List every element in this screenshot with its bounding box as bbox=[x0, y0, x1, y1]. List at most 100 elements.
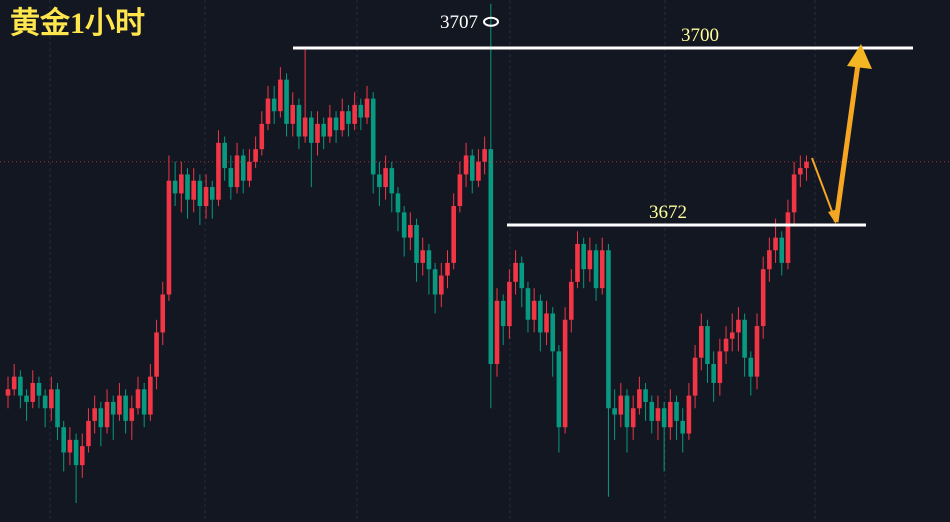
candle-body bbox=[519, 262, 525, 289]
candle-body bbox=[748, 357, 754, 377]
candle-body bbox=[346, 111, 351, 124]
candle-body bbox=[86, 420, 91, 447]
candle-body bbox=[618, 395, 624, 415]
candle-body bbox=[531, 300, 537, 320]
candle-body bbox=[655, 408, 661, 421]
candle-body bbox=[209, 187, 215, 200]
candle-body bbox=[463, 155, 469, 175]
candle-body bbox=[185, 174, 190, 200]
candle-body bbox=[179, 174, 184, 194]
candle-body bbox=[160, 294, 166, 333]
candle-body bbox=[364, 98, 370, 118]
candle-body bbox=[575, 243, 580, 282]
candle-body bbox=[593, 250, 599, 289]
candle-body bbox=[562, 319, 568, 428]
candle-body bbox=[129, 408, 135, 421]
candle-body bbox=[24, 395, 29, 402]
candle-body bbox=[222, 142, 227, 169]
candle-body bbox=[773, 237, 778, 251]
candle-body bbox=[439, 275, 444, 295]
candle-body bbox=[630, 408, 636, 428]
candle-body bbox=[791, 174, 797, 213]
candle-body bbox=[228, 168, 234, 188]
level-label: 3672 bbox=[649, 202, 687, 223]
candle-body bbox=[296, 104, 302, 137]
overlay: 3700 3672 3707 bbox=[0, 12, 950, 227]
candle-body bbox=[723, 338, 729, 352]
candle-body bbox=[36, 382, 42, 396]
arrow-head bbox=[847, 44, 872, 69]
candle-body bbox=[500, 300, 506, 327]
candle-body bbox=[538, 300, 543, 333]
candle-body bbox=[525, 288, 531, 320]
vertical-grid bbox=[49, 0, 816, 522]
candle-body bbox=[624, 395, 630, 428]
peak-label: 3707 bbox=[440, 12, 478, 33]
candle-body bbox=[166, 180, 172, 295]
candle-body bbox=[383, 168, 388, 188]
candle-body bbox=[389, 168, 395, 194]
candle-body bbox=[711, 364, 716, 383]
arrows bbox=[811, 44, 872, 224]
candle-body bbox=[408, 224, 413, 238]
candle-body bbox=[674, 401, 679, 421]
candle-body bbox=[55, 389, 60, 428]
candle-body bbox=[804, 161, 809, 169]
candle-body bbox=[18, 376, 23, 396]
candle-body bbox=[253, 149, 258, 162]
candle-body bbox=[544, 313, 549, 333]
candle-body bbox=[141, 389, 147, 415]
candle-body bbox=[370, 98, 376, 175]
candle-body bbox=[581, 243, 586, 270]
level-label: 3700 bbox=[681, 25, 719, 46]
candle-body bbox=[612, 408, 617, 415]
candle-body bbox=[79, 446, 85, 466]
candle-body bbox=[760, 269, 766, 327]
candle-body bbox=[680, 420, 686, 434]
chart-title: 黄金1小时 bbox=[10, 6, 145, 40]
candle-body bbox=[339, 111, 345, 131]
candle-body bbox=[259, 123, 265, 150]
candle-body bbox=[352, 104, 357, 124]
candle-body bbox=[271, 98, 277, 112]
candle-body bbox=[637, 389, 642, 409]
candle-body bbox=[148, 376, 153, 415]
candle-body bbox=[550, 313, 556, 352]
candle-body bbox=[698, 326, 704, 358]
candle-body bbox=[377, 174, 382, 188]
candle-body bbox=[556, 351, 562, 428]
candle-body bbox=[606, 250, 611, 409]
candle-body bbox=[488, 149, 494, 365]
candle-body bbox=[767, 250, 772, 270]
candle-body bbox=[414, 224, 419, 263]
candle-body bbox=[284, 79, 289, 124]
candle-body bbox=[661, 408, 667, 428]
candle-body bbox=[643, 389, 648, 402]
candle-body bbox=[599, 250, 605, 289]
candle-body bbox=[798, 168, 803, 175]
candle-body bbox=[49, 389, 54, 409]
candle-body bbox=[426, 250, 432, 270]
candle-body bbox=[717, 351, 723, 383]
candle-body bbox=[686, 395, 692, 434]
candle-body bbox=[321, 123, 326, 137]
candle-body bbox=[494, 300, 500, 365]
candle-body bbox=[197, 180, 203, 207]
candle-body bbox=[327, 117, 333, 137]
candle-body bbox=[61, 427, 67, 453]
candle-body bbox=[309, 117, 314, 143]
candle-body bbox=[736, 319, 741, 333]
candle-body bbox=[123, 395, 128, 421]
candle-body bbox=[482, 149, 487, 162]
candle-body bbox=[73, 439, 79, 466]
candle-body bbox=[315, 123, 320, 143]
candle-body bbox=[754, 326, 760, 377]
candle-body bbox=[445, 262, 450, 276]
candle-body bbox=[104, 401, 110, 428]
candle-body bbox=[420, 250, 426, 263]
candle-body bbox=[401, 212, 407, 238]
candle-body bbox=[240, 155, 246, 181]
candle-body bbox=[587, 250, 593, 270]
candle-body bbox=[98, 408, 104, 428]
